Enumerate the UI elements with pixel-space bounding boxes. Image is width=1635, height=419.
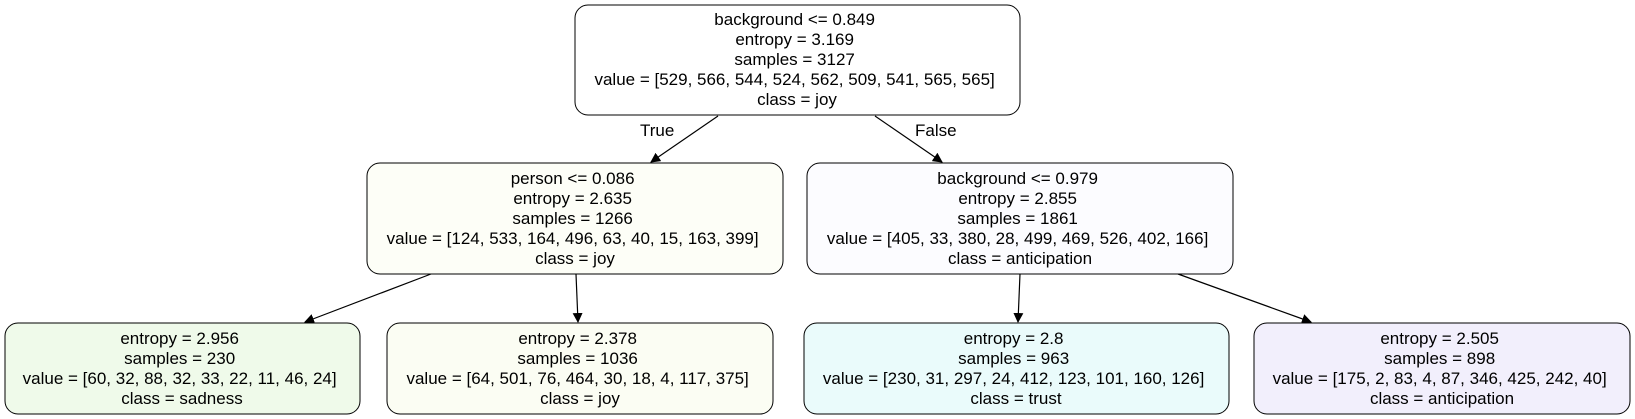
tree-node-left: person <= 0.086 entropy = 2.635 samples … (366, 162, 784, 275)
samples-count: samples = 1266 (512, 209, 633, 228)
split-condition: background <= 0.849 (714, 10, 875, 29)
predicted-class: class = joy (540, 389, 620, 408)
svg-text:entropy = 2.956 samples: entropy = 2.956 samples = 230 value = [6… (23, 329, 342, 408)
entropy-value: entropy = 2.505 (1380, 329, 1499, 348)
tree-leaf-anticipation: entropy = 2.505 samples = 898 value = [1… (1253, 322, 1631, 415)
tree-node-right: background <= 0.979 entropy = 2.855 samp… (806, 162, 1234, 275)
samples-count: samples = 963 (958, 349, 1069, 368)
samples-count: samples = 3127 (734, 50, 855, 69)
node-box (803, 322, 1230, 415)
samples-count: samples = 1861 (957, 209, 1078, 228)
tree-leaf-sadness: entropy = 2.956 samples = 230 value = [6… (4, 322, 361, 415)
samples-count: samples = 1036 (517, 349, 638, 368)
class-distribution: value = [405, 33, 380, 28, 499, 469, 526… (827, 229, 1208, 248)
predicted-class: class = joy (757, 90, 837, 109)
class-distribution: value = [529, 566, 544, 524, 562, 509, 5… (594, 70, 994, 89)
tree-leaf-trust: entropy = 2.8 samples = 963 value = [230… (803, 322, 1230, 415)
svg-text:background <= 0.849 entr: background <= 0.849 entropy = 3.169 samp… (594, 10, 999, 109)
predicted-class: class = trust (970, 389, 1061, 408)
entropy-value: entropy = 2.8 (964, 329, 1064, 348)
node-box (806, 162, 1234, 275)
node-box (366, 162, 784, 275)
predicted-class: class = anticipation (1370, 389, 1514, 408)
edge-label-true: True (640, 121, 674, 140)
samples-count: samples = 230 (124, 349, 235, 368)
predicted-class: class = anticipation (948, 249, 1092, 268)
edge-left-leaf-ll (304, 273, 432, 324)
class-distribution: value = [175, 2, 83, 4, 87, 346, 425, 24… (1273, 369, 1607, 388)
class-distribution: value = [60, 32, 88, 32, 33, 22, 11, 46,… (23, 369, 337, 388)
split-condition: person <= 0.086 (511, 169, 635, 188)
node-box (4, 322, 361, 415)
class-distribution: value = [64, 501, 76, 464, 30, 18, 4, 11… (406, 369, 748, 388)
node-box (574, 4, 1021, 116)
node-box (1253, 322, 1631, 415)
edge-root-left (650, 115, 719, 163)
svg-text:person <= 0.086 entropy: person <= 0.086 entropy = 2.635 samples … (387, 169, 764, 268)
svg-text:background <= 0.979 entr: background <= 0.979 entropy = 2.855 samp… (827, 169, 1213, 268)
edge-label-false: False (915, 121, 957, 140)
svg-text:entropy = 2.8 samples =: entropy = 2.8 samples = 963 value = [230… (823, 329, 1209, 408)
entropy-value: entropy = 2.635 (513, 189, 632, 208)
samples-count: samples = 898 (1384, 349, 1495, 368)
edge-root-right (874, 115, 943, 163)
node-box (386, 322, 774, 415)
predicted-class: class = sadness (121, 389, 242, 408)
entropy-value: entropy = 3.169 (735, 30, 854, 49)
edge-left-leaf-lr (572, 273, 583, 323)
svg-text:entropy = 2.505 samples: entropy = 2.505 samples = 898 value = [1… (1273, 329, 1612, 408)
svg-text:entropy = 2.378 samples: entropy = 2.378 samples = 1036 value = [… (406, 329, 753, 408)
tree-leaf-joy: entropy = 2.378 samples = 1036 value = [… (386, 322, 774, 415)
class-distribution: value = [124, 533, 164, 496, 63, 40, 15,… (387, 229, 759, 248)
class-distribution: value = [230, 31, 297, 24, 412, 123, 101… (823, 369, 1204, 388)
edge-right-leaf-rl (1013, 273, 1024, 323)
entropy-value: entropy = 2.378 (518, 329, 637, 348)
entropy-value: entropy = 2.956 (120, 329, 239, 348)
predicted-class: class = joy (535, 249, 615, 268)
edge-right-leaf-rr (1177, 273, 1312, 324)
entropy-value: entropy = 2.855 (958, 189, 1077, 208)
edges: True False (304, 115, 1312, 324)
tree-node-root: background <= 0.849 entropy = 3.169 samp… (574, 4, 1021, 116)
split-condition: background <= 0.979 (937, 169, 1098, 188)
